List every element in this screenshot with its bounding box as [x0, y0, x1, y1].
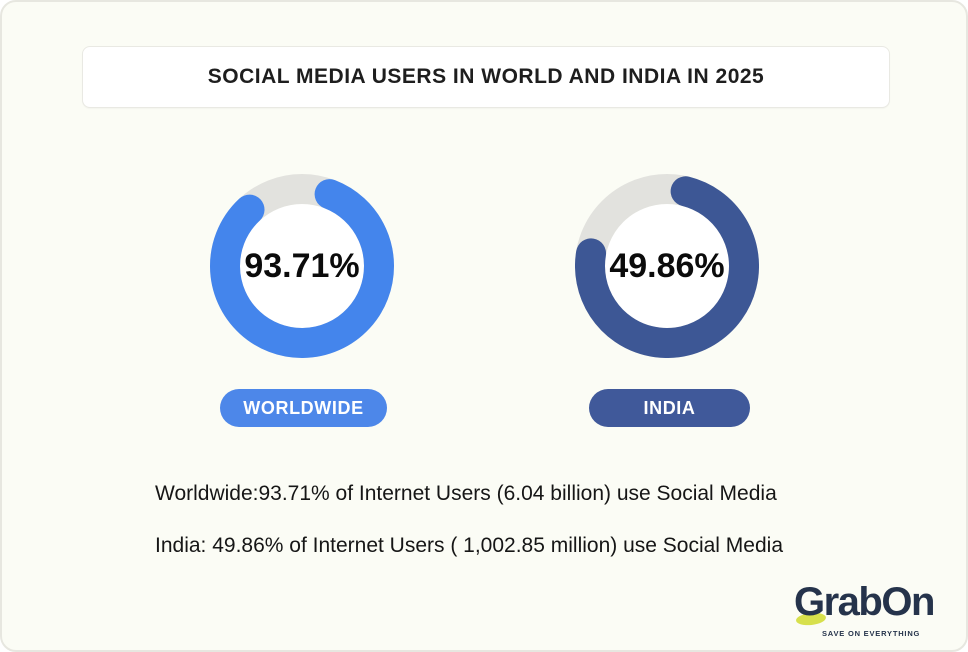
logo-tagline: SAVE ON EVERYTHING — [822, 629, 921, 638]
donut-svg-india — [575, 174, 759, 358]
donut-svg-worldwide — [210, 174, 394, 358]
donut-chart-worldwide: 93.71% — [210, 174, 394, 358]
note-line-india: India: 49.86% of Internet Users ( 1,002.… — [155, 534, 784, 557]
donut-hole — [240, 204, 364, 328]
title-card: SOCIAL MEDIA USERS IN WORLD AND INDIA IN… — [82, 46, 890, 108]
donut-arc — [575, 174, 759, 358]
logo-wordmark: GrabOn — [794, 580, 935, 624]
donut-hole — [605, 204, 729, 328]
donut-value-label-india: 49.86% — [609, 246, 725, 285]
legend-pill-worldwide[interactable]: WORLDWIDE — [220, 389, 387, 427]
grabon-logo: GrabOn SAVE ON EVERYTHING — [792, 580, 942, 642]
legend-pill-india[interactable]: INDIA — [589, 389, 750, 427]
note-line-worldwide: Worldwide:93.71% of Internet Users (6.04… — [155, 482, 777, 505]
donut-value-label-worldwide: 93.71% — [244, 246, 360, 285]
donut-arc — [210, 174, 394, 358]
page-title: SOCIAL MEDIA USERS IN WORLD AND INDIA IN… — [207, 65, 765, 88]
donut-chart-india: 49.86% — [575, 174, 759, 358]
